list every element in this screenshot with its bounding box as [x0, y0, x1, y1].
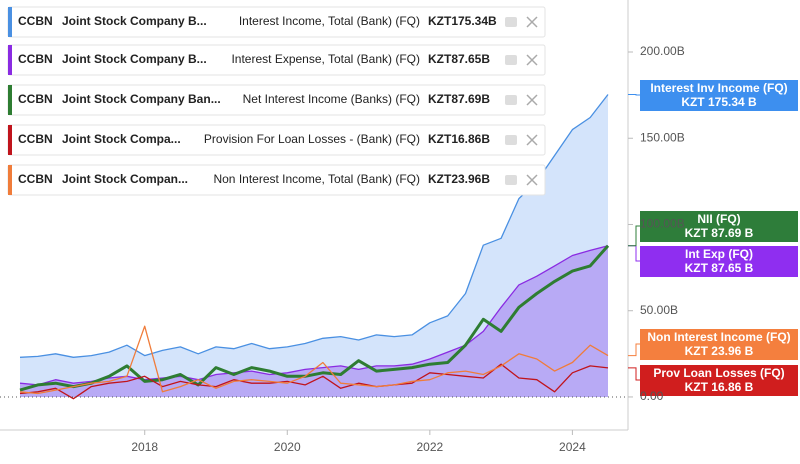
legend-icon [505, 175, 517, 185]
legend-swatch [8, 85, 12, 115]
end-tag-value: KZT 23.96 B [685, 344, 754, 358]
legend-value: KZT87.69B [428, 92, 490, 106]
end-tag-title: Prov Loan Losses (FQ) [653, 366, 784, 380]
legend-swatch [8, 125, 12, 155]
legend-entry: Net Interest Income (Banks) (FQ) [243, 92, 420, 106]
end-tag-value: KZT 16.86 B [685, 380, 754, 394]
legend-icon [505, 95, 517, 105]
end-tag-title: NII (FQ) [697, 212, 740, 226]
close-icon[interactable] [526, 94, 538, 106]
y-tick-label: 150.00B [640, 130, 685, 144]
legend-item: CCBN Joint Stock Compan... Non Interest In… [7, 164, 546, 196]
legend-item: CCBN Joint Stock Company B... Interest Exp… [7, 44, 546, 76]
series-line [19, 94, 609, 358]
y-tick-label: 200.00B [640, 44, 685, 58]
close-icon[interactable] [526, 16, 538, 28]
x-tick-label: 2024 [559, 440, 586, 454]
series-line [19, 244, 610, 392]
legend-icon [505, 55, 517, 65]
legend-swatch [8, 7, 12, 37]
legend-item: CCBN Joint Stock Compa... Provision For Lo… [7, 124, 546, 156]
legend-ticker: CCBN [18, 132, 53, 146]
legend-swatch [8, 165, 12, 195]
end-tag-value: KZT 87.69 B [685, 226, 754, 240]
legend-icon [505, 135, 517, 145]
end-tag-title: Int Exp (FQ) [685, 247, 753, 261]
close-icon[interactable] [526, 134, 538, 146]
legend-ticker: CCBN [18, 14, 53, 28]
y-tick-label: 0.00 [640, 389, 664, 403]
legend-icon [505, 17, 517, 27]
end-tag-value: KZT 87.65 B [685, 261, 754, 275]
legend-entry: Interest Income, Total (Bank) (FQ) [239, 14, 420, 28]
end-tag [640, 246, 798, 277]
legend-value: KZT16.86B [428, 132, 490, 146]
legend-swatch [8, 45, 12, 75]
legend-entry: Interest Expense, Total (Bank) (FQ) [231, 52, 420, 66]
tag-connector [628, 245, 640, 262]
legend-value: KZT87.65B [428, 52, 490, 66]
end-tag [640, 329, 798, 360]
legend-value: KZT23.96B [428, 172, 490, 186]
series-line [19, 325, 609, 395]
legend-company: Joint Stock Compan... [62, 172, 188, 186]
area [20, 94, 608, 397]
area [20, 245, 608, 397]
legend-item: CCBN Joint Stock Company Ban... Net Intere… [7, 84, 546, 116]
x-tick-label: 2020 [274, 440, 301, 454]
end-tag-title: Interest Inv Income (FQ) [650, 81, 787, 95]
end-tag [640, 80, 798, 111]
close-icon[interactable] [526, 174, 538, 186]
tag-connector [628, 225, 640, 247]
tag-connector [628, 343, 640, 357]
legend-value: KZT175.34B [428, 14, 497, 28]
end-tag-title: Non Interest Income (FQ) [647, 330, 790, 344]
tag-connector [628, 367, 640, 381]
end-tag [640, 211, 798, 242]
series-line [19, 245, 609, 386]
legend-company: Joint Stock Company Ban... [62, 92, 221, 106]
legend-ticker: CCBN [18, 172, 53, 186]
y-tick-label: 100.00B [640, 217, 685, 231]
close-icon[interactable] [526, 54, 538, 66]
legend-entry: Non Interest Income, Total (Bank) (FQ) [213, 172, 420, 186]
legend-ticker: CCBN [18, 52, 53, 66]
legend-ticker: CCBN [18, 92, 53, 106]
x-tick-label: 2022 [416, 440, 443, 454]
end-tag-value: KZT 175.34 B [681, 95, 757, 109]
series-line [19, 363, 609, 400]
legend-company: Joint Stock Company B... [62, 52, 207, 66]
legend-item: CCBN Joint Stock Company B... Interest Inc… [7, 6, 546, 38]
legend-entry: Provision For Loan Losses - (Bank) (FQ) [204, 132, 420, 146]
y-tick-label: 50.00B [640, 303, 678, 317]
legend-company: Joint Stock Company B... [62, 14, 207, 28]
x-tick-label: 2018 [131, 440, 158, 454]
legend-company: Joint Stock Compa... [62, 132, 181, 146]
end-tag [640, 365, 798, 396]
